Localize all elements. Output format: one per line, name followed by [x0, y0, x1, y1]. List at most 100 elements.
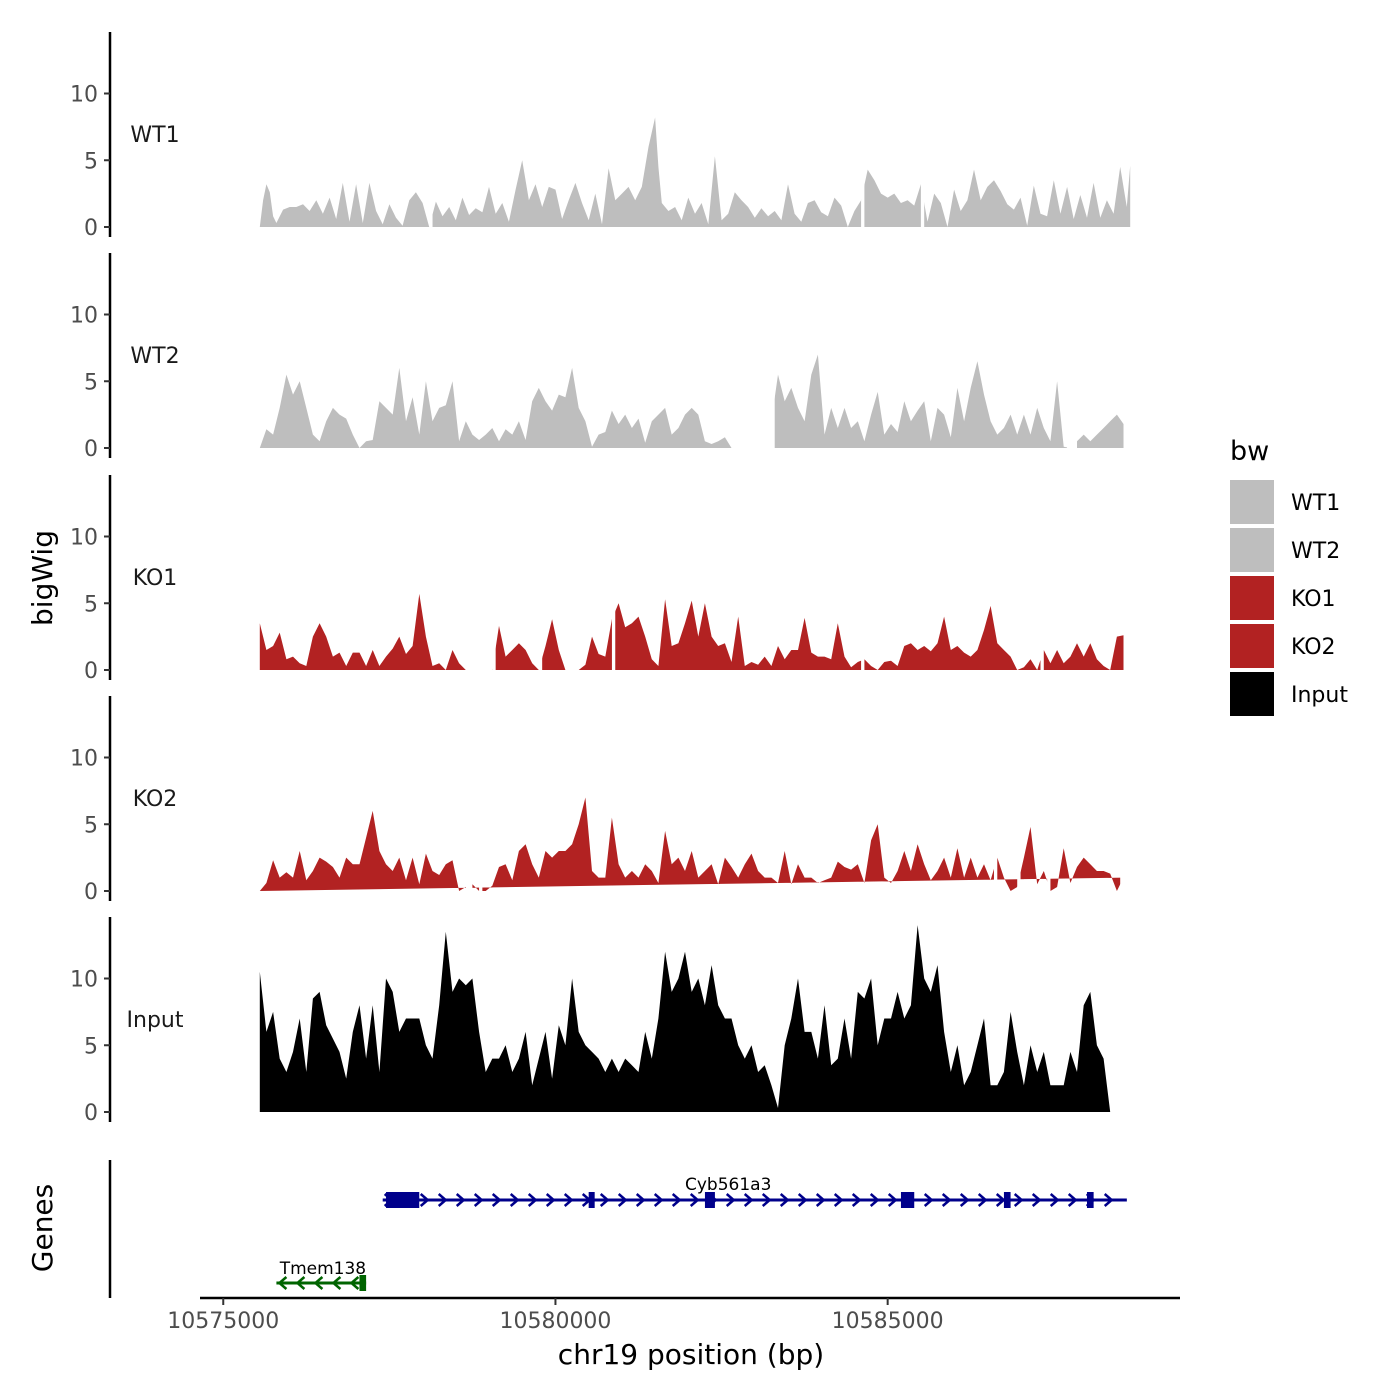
signal-gap: [741, 253, 775, 449]
strand-arrow: [869, 1193, 880, 1207]
strand-arrow: [671, 1193, 682, 1207]
exon: [588, 1192, 595, 1208]
strand-arrow: [419, 1193, 430, 1207]
signal-gap: [1120, 696, 1124, 892]
track-label: WT1: [130, 123, 179, 148]
x-tick-label: 10585000: [832, 1309, 944, 1334]
legend-swatch: [1230, 672, 1274, 716]
strand-arrow: [331, 1276, 342, 1290]
strand-arrow: [527, 1193, 538, 1207]
legend-label: Input: [1291, 683, 1348, 708]
signal-gap: [479, 696, 483, 892]
exon: [359, 1275, 367, 1291]
exon: [704, 1192, 715, 1208]
legend-swatch: [1230, 480, 1274, 524]
exon: [386, 1192, 420, 1208]
strand-arrow: [313, 1276, 324, 1290]
strand-arrow: [455, 1193, 466, 1207]
y-tick-label: 10: [70, 83, 98, 108]
legend-label: KO2: [1291, 635, 1336, 660]
strand-arrow: [617, 1193, 628, 1207]
strand-arrow: [833, 1193, 844, 1207]
strand-arrow: [545, 1193, 556, 1207]
y-tick-label: 0: [84, 880, 98, 905]
legend-title: bw: [1230, 436, 1269, 467]
gene-tmem138: Tmem138: [276, 1259, 366, 1291]
legend-label: KO1: [1291, 587, 1336, 612]
strand-arrow: [277, 1276, 288, 1290]
exon: [1003, 1192, 1011, 1208]
signal-area-wt2: [259, 354, 1124, 448]
strand-arrow: [1031, 1193, 1042, 1207]
y-tick-label: 10: [70, 304, 98, 329]
legend-swatch: [1230, 576, 1274, 620]
strand-arrow: [1013, 1193, 1024, 1207]
strand-arrow: [509, 1193, 520, 1207]
signal-area-wt1: [259, 117, 1131, 227]
strand-arrow: [797, 1193, 808, 1207]
bigwig-panels: 0 5 10 WT1 0 5 10 WT2 0 5 10 KO1 0 5 10 KO2 0 5 10 Input: [70, 32, 1131, 1126]
signal-gap: [920, 32, 925, 228]
track-panel-input: 0 5 10 Input: [70, 917, 1117, 1126]
signal-gap: [538, 475, 543, 671]
signal-gap: [861, 475, 865, 671]
x-axis: 10575000 10580000 10585000: [167, 1296, 1180, 1334]
strand-arrow: [635, 1193, 646, 1207]
strand-arrow: [1049, 1193, 1060, 1207]
signal-gap: [492, 475, 496, 671]
signal-gap: [611, 475, 616, 671]
strand-arrow: [941, 1193, 952, 1207]
signal-gap: [861, 32, 865, 228]
signal-gap: [1047, 696, 1051, 892]
genes-panel: Tmem138 Cyb561a3: [108, 1160, 1127, 1298]
y-tick-label: 5: [84, 592, 98, 617]
y-tick-label: 5: [84, 370, 98, 395]
legend: bw WT1 WT2 KO1 KO2 Input: [1230, 436, 1348, 716]
signal-area-input: [259, 925, 1117, 1112]
signal-gap: [1067, 253, 1078, 449]
gene-label: Tmem138: [279, 1259, 366, 1279]
strand-arrow: [779, 1193, 790, 1207]
strand-arrow: [491, 1193, 502, 1207]
signal-gap: [469, 475, 476, 671]
strand-arrow: [295, 1276, 306, 1290]
y-axis-title: bigWig: [26, 530, 59, 626]
signal-gap: [1017, 696, 1021, 892]
exon: [1086, 1192, 1094, 1208]
gene-label: Cyb561a3: [685, 1175, 771, 1195]
strand-arrow: [995, 1193, 1006, 1207]
strand-arrow: [887, 1193, 898, 1207]
y-tick-label: 10: [70, 747, 98, 772]
y-tick-label: 0: [84, 216, 98, 241]
track-panel-wt2: 0 5 10 WT2: [70, 253, 1124, 462]
strand-arrow: [743, 1193, 754, 1207]
x-axis-title: chr19 position (bp): [558, 1338, 824, 1371]
signal-gap: [1040, 475, 1044, 671]
track-label: Input: [127, 1008, 184, 1033]
strand-arrow: [473, 1193, 484, 1207]
strand-arrow: [1103, 1193, 1114, 1207]
y-tick-label: 10: [70, 526, 98, 551]
strand-arrow: [563, 1193, 574, 1207]
legend-label: WT2: [1291, 539, 1340, 564]
strand-arrow: [761, 1193, 772, 1207]
strand-arrow: [1067, 1193, 1078, 1207]
track-panel-ko2: 0 5 10 KO2: [70, 696, 1124, 905]
exon: [900, 1192, 915, 1208]
y-tick-label: 5: [84, 1034, 98, 1059]
x-tick-label: 10575000: [167, 1309, 279, 1334]
strand-arrow: [851, 1193, 862, 1207]
y-tick-label: 0: [84, 1101, 98, 1126]
signal-gap: [465, 696, 473, 892]
track-label: KO2: [133, 787, 178, 812]
legend-swatch: [1230, 624, 1274, 668]
gene-cyb561a3: Cyb561a3: [382, 1175, 1127, 1208]
y-tick-label: 10: [70, 968, 98, 993]
y-tick-label: 0: [84, 659, 98, 684]
track-label: KO1: [133, 566, 178, 591]
track-label: WT2: [130, 344, 179, 369]
strand-arrow: [959, 1193, 970, 1207]
strand-arrow: [815, 1193, 826, 1207]
strand-arrow: [653, 1193, 664, 1207]
